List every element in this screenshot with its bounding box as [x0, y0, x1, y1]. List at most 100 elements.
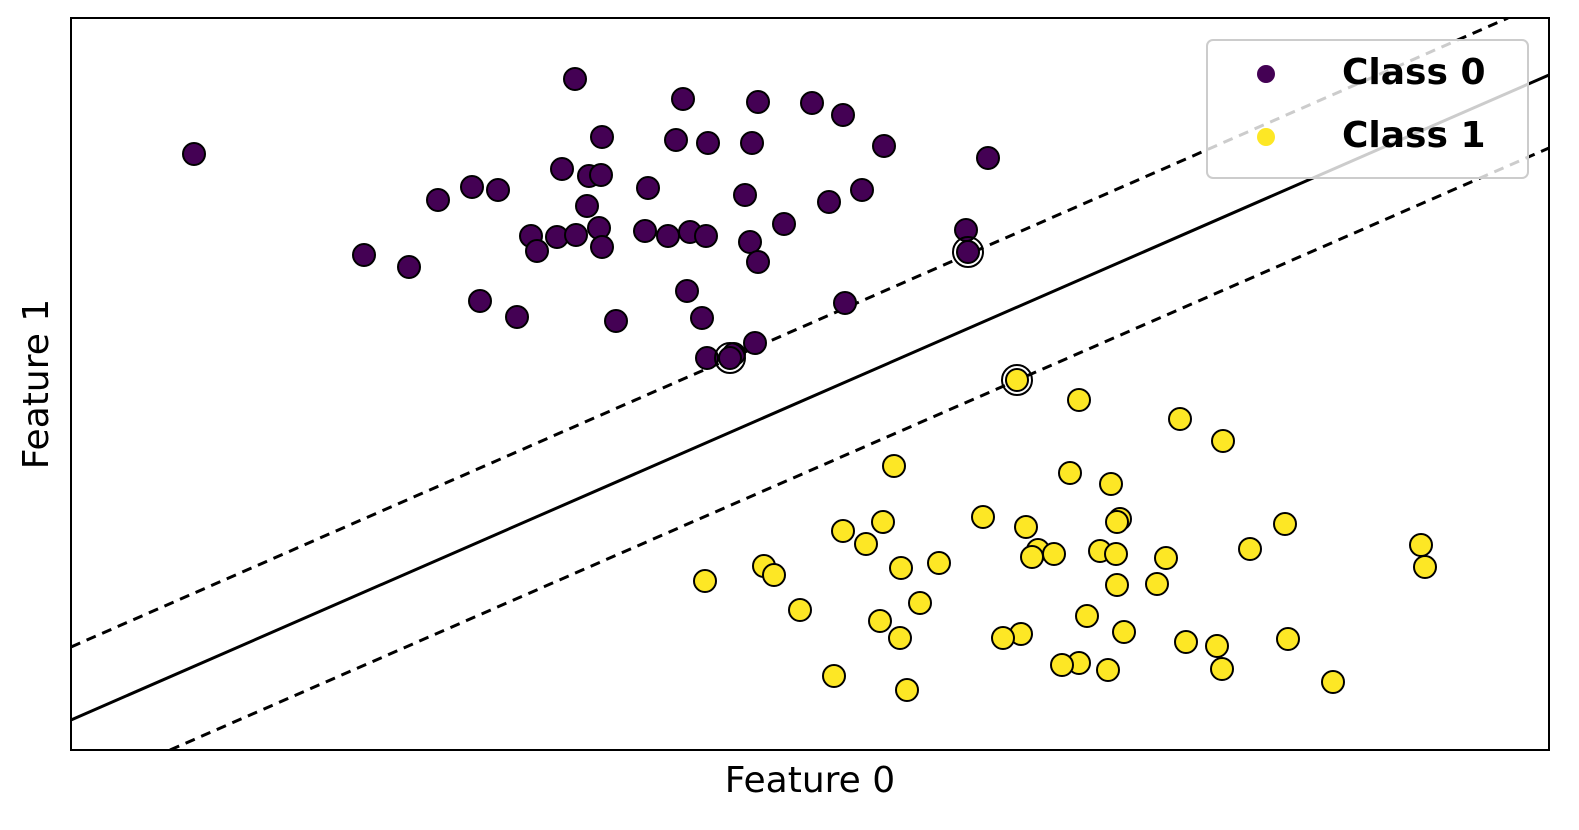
point: [1020, 545, 1044, 569]
support-vector: [1001, 364, 1033, 396]
plot-frame: [70, 17, 1550, 751]
point: [525, 239, 549, 263]
point: [718, 346, 742, 370]
point: [675, 279, 699, 303]
point: [468, 289, 492, 313]
point: [604, 309, 628, 333]
point: [1205, 634, 1229, 658]
point: [971, 505, 995, 529]
point: [738, 230, 762, 254]
legend-label: Class 1: [1342, 115, 1486, 156]
point: [772, 212, 796, 236]
point: [1238, 537, 1262, 561]
point: [426, 188, 450, 212]
point: [733, 183, 757, 207]
legend-box: [1206, 39, 1529, 179]
point: [895, 678, 919, 702]
point: [817, 190, 841, 214]
point: [1409, 533, 1433, 557]
point: [1112, 620, 1136, 644]
point: [1174, 630, 1198, 654]
point: [1067, 388, 1091, 412]
point: [1042, 542, 1066, 566]
point: [664, 128, 688, 152]
point: [486, 178, 510, 202]
point: [743, 331, 767, 355]
point: [1014, 515, 1038, 539]
point: [1005, 368, 1029, 392]
point: [564, 223, 588, 247]
point: [1075, 604, 1099, 628]
point: [590, 235, 614, 259]
point: [854, 532, 878, 556]
decision-line: [71, 18, 1509, 649]
point: [460, 175, 484, 199]
point: [991, 626, 1015, 650]
point: [831, 519, 855, 543]
plot-area: [71, 18, 1549, 750]
point: [822, 664, 846, 688]
point: [746, 90, 770, 114]
point: [889, 556, 913, 580]
point: [872, 134, 896, 158]
point: [671, 87, 695, 111]
point: [589, 163, 613, 187]
support-vector: [714, 342, 746, 374]
point: [693, 569, 717, 593]
point: [694, 224, 718, 248]
point: [633, 219, 657, 243]
point: [908, 591, 932, 615]
point: [956, 240, 980, 264]
legend-marker: [1257, 128, 1275, 146]
point: [1273, 512, 1297, 536]
point: [1321, 670, 1345, 694]
point: [550, 157, 574, 181]
point: [1104, 542, 1128, 566]
point: [1413, 555, 1437, 579]
point: [696, 131, 720, 155]
point: [505, 305, 529, 329]
legend-marker: [1257, 65, 1275, 83]
point: [788, 598, 812, 622]
point: [882, 454, 906, 478]
point: [762, 563, 786, 587]
point: [1099, 472, 1123, 496]
point: [976, 146, 1000, 170]
point: [590, 125, 614, 149]
point: [746, 250, 770, 274]
x-axis-label: Feature 0: [725, 760, 895, 801]
point: [656, 224, 680, 248]
point: [850, 178, 874, 202]
decision-line: [169, 146, 1549, 750]
point: [1050, 653, 1074, 677]
point: [1276, 627, 1300, 651]
decision-line: [71, 73, 1549, 722]
point: [575, 194, 599, 218]
point: [352, 243, 376, 267]
point: [1210, 657, 1234, 681]
point: [927, 551, 951, 575]
point: [888, 626, 912, 650]
y-axis-label: Feature 1: [16, 299, 57, 469]
point: [636, 176, 660, 200]
point: [563, 67, 587, 91]
point: [182, 142, 206, 166]
point: [833, 291, 857, 315]
point: [1211, 429, 1235, 453]
point: [871, 510, 895, 534]
point: [1105, 573, 1129, 597]
point: [397, 255, 421, 279]
point: [868, 609, 892, 633]
point: [1145, 572, 1169, 596]
point: [800, 91, 824, 115]
legend-label: Class 0: [1342, 52, 1486, 93]
support-vector: [952, 236, 984, 268]
point: [1105, 510, 1129, 534]
point: [1058, 461, 1082, 485]
point: [831, 103, 855, 127]
point: [1154, 546, 1178, 570]
point: [1168, 407, 1192, 431]
point: [690, 306, 714, 330]
